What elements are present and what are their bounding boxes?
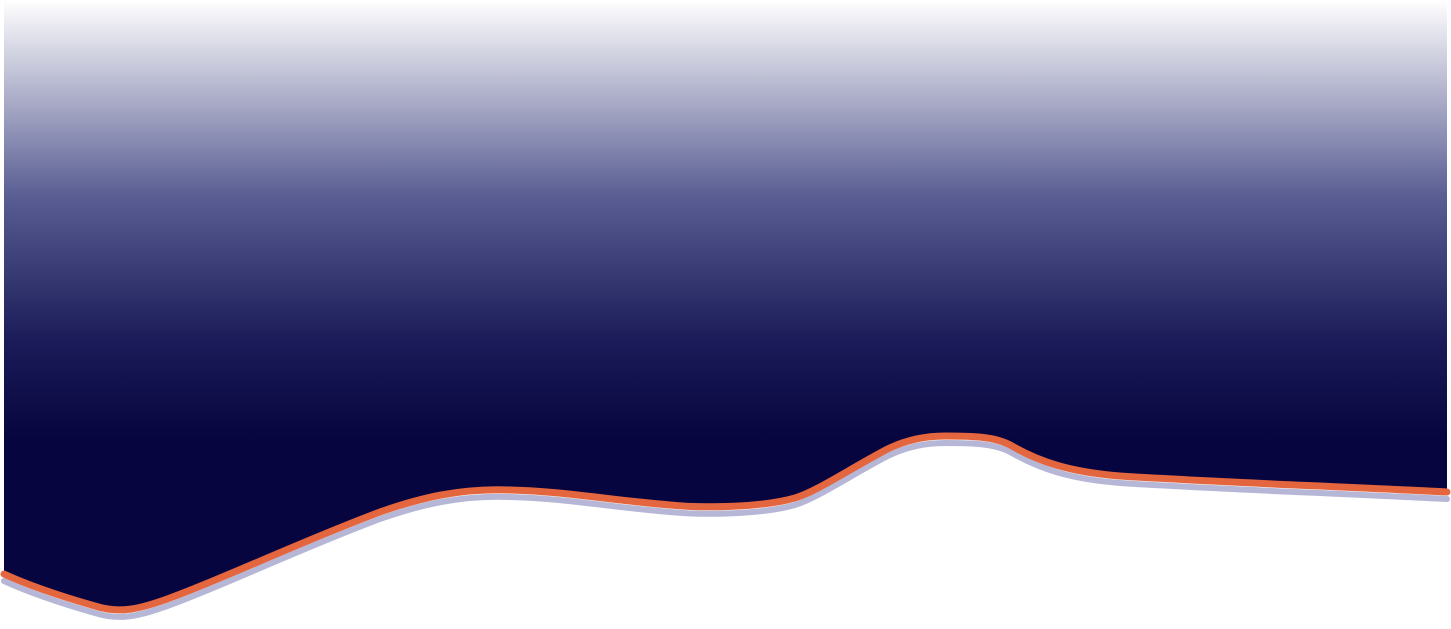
wave-accent-line [0,432,1451,614]
gradient-band [4,0,1447,610]
wave-shadow-line [1,439,1450,620]
